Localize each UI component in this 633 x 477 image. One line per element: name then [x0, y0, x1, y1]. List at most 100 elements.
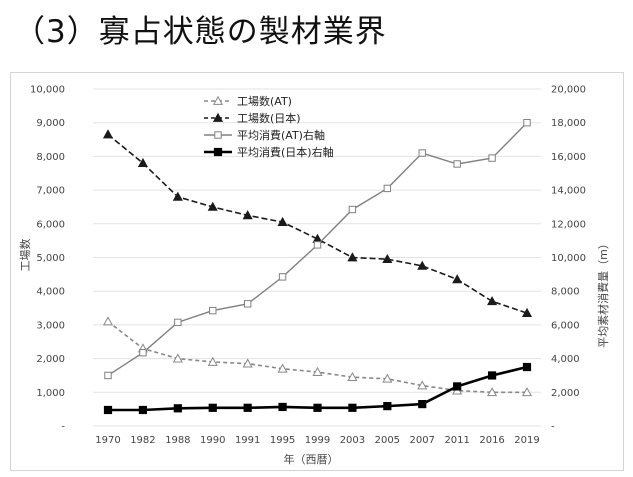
- y-right-tick-label: 4,000: [551, 354, 580, 365]
- chart-frame: 1970 1982 1988 1990 1991 1995 1999 2003 2005 2007…: [10, 72, 624, 471]
- data-point: [313, 241, 322, 249]
- data-point: [312, 366, 323, 376]
- data-point: [382, 253, 393, 264]
- data-point: [383, 184, 392, 193]
- data-point: [277, 216, 288, 226]
- data-point: [487, 387, 498, 397]
- data-point: [172, 353, 183, 363]
- y-right-tick-label: 18,000: [551, 118, 586, 129]
- y-right-tick-label: 16,000: [551, 152, 586, 163]
- data-point: [347, 252, 358, 262]
- y-right-tick-label: 20,000: [551, 85, 586, 96]
- y-right-tick-label: 10,000: [551, 253, 586, 264]
- data-point: [348, 403, 357, 412]
- grid-lines: [93, 88, 541, 427]
- data-point: [313, 403, 322, 412]
- legend-label: 平均消費(AT)右軸: [237, 128, 325, 142]
- y-axis-left: - 1,000 2,000 3,000 4,000 5,000 6,000 7,000 8,00…: [30, 85, 65, 433]
- y-left-tick-label: -: [61, 422, 65, 433]
- data-point: [207, 201, 218, 211]
- x-axis: 1970 1982 1988 1990 1991 1995 1999 2003 2005 2007…: [95, 435, 539, 446]
- data-point: [523, 119, 531, 127]
- x-tick-label: 1982: [130, 435, 155, 446]
- legend-label: 平均消費(日本)右軸: [237, 145, 334, 159]
- x-tick-label: 2005: [375, 435, 400, 446]
- series-line: [107, 320, 527, 394]
- data-point: [173, 404, 182, 413]
- data-point: [277, 363, 288, 373]
- data-point: [103, 405, 113, 415]
- line-chart: 1970 1982 1988 1990 1991 1995 1999 2003 2005 2007…: [19, 85, 610, 467]
- data-point: [137, 157, 148, 167]
- series-4: [103, 362, 532, 415]
- legend-swatch-marker: [213, 147, 223, 157]
- x-tick-label: 2011: [444, 435, 469, 446]
- data-point: [417, 260, 428, 270]
- y-left-tick-label: 5,000: [36, 253, 65, 264]
- legend-label: 工場数(日本): [237, 111, 301, 125]
- x-tick-label: 1990: [200, 435, 225, 446]
- x-tick-label: 1988: [165, 435, 190, 446]
- data-point: [522, 362, 532, 372]
- y-left-tick-label: 2,000: [36, 354, 65, 365]
- y-left-tick-label: 8,000: [36, 152, 65, 163]
- data-point: [487, 296, 498, 306]
- y-left-tick-label: 1,000: [36, 388, 65, 399]
- data-point: [348, 205, 357, 214]
- y-left-tick-label: 4,000: [36, 287, 65, 298]
- x-tick-label: 1970: [95, 435, 120, 446]
- data-point: [174, 318, 182, 327]
- x-axis-label: 年（西暦）: [284, 452, 339, 466]
- y-left-tick-label: 10,000: [30, 85, 65, 96]
- legend-swatch-marker: [212, 112, 224, 122]
- x-tick-label: 2016: [479, 435, 504, 446]
- data-point: [242, 358, 253, 368]
- data-point: [278, 273, 287, 281]
- x-tick-label: 1999: [305, 435, 330, 446]
- data-point: [139, 349, 147, 357]
- legend-swatch-marker: [214, 131, 222, 139]
- y-axis-left-label: 工場数: [19, 239, 32, 272]
- data-point: [521, 387, 533, 397]
- data-point: [521, 307, 533, 317]
- series-1: [102, 316, 533, 397]
- data-point: [452, 274, 463, 284]
- x-tick-label: 2007: [410, 435, 435, 446]
- data-point: [418, 399, 427, 409]
- series-layer: [102, 119, 533, 415]
- data-point: [488, 154, 496, 162]
- y-right-tick-label: -: [551, 422, 555, 433]
- y-right-tick-label: 6,000: [551, 320, 580, 331]
- data-point: [382, 373, 393, 383]
- y-right-tick-label: 12,000: [551, 219, 586, 230]
- y-axis-right-label: 平均素材消費量（m）: [596, 238, 610, 348]
- data-point: [102, 129, 114, 139]
- y-left-tick-label: 7,000: [36, 186, 65, 197]
- legend-label: 工場数(AT): [237, 95, 292, 108]
- data-point: [347, 371, 358, 381]
- data-point: [418, 149, 426, 157]
- x-tick-label: 1995: [270, 435, 295, 446]
- data-point: [138, 405, 148, 415]
- y-right-tick-label: 14,000: [551, 186, 586, 197]
- data-point: [102, 316, 114, 326]
- legend-swatch-marker: [212, 95, 224, 105]
- data-point: [383, 402, 392, 411]
- data-point: [209, 306, 217, 315]
- y-axis-right: - 2,000 4,000 6,000 8,000 10,000 12,000 14,000 1…: [551, 85, 586, 433]
- data-point: [242, 210, 253, 220]
- data-point: [243, 403, 252, 412]
- data-point: [172, 191, 183, 201]
- y-right-tick-label: 2,000: [551, 388, 580, 399]
- series-2: [102, 129, 533, 317]
- data-point: [487, 371, 497, 380]
- y-left-tick-label: 9,000: [36, 118, 65, 129]
- x-tick-label: 2019: [514, 435, 539, 446]
- data-point: [243, 300, 252, 308]
- data-point: [278, 402, 287, 412]
- data-point: [207, 356, 218, 366]
- x-tick-label: 2003: [340, 435, 365, 446]
- y-right-tick-label: 8,000: [551, 287, 580, 298]
- series-line: [107, 122, 528, 377]
